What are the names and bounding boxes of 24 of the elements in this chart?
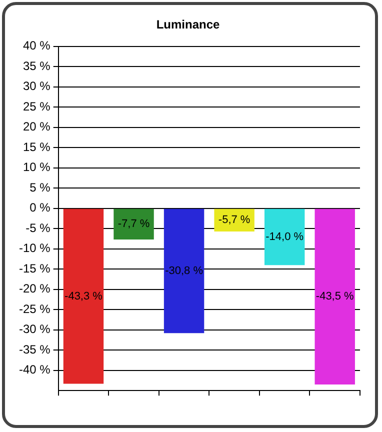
y-tick-label: 30 %: [22, 79, 51, 94]
y-tick-label: 0 %: [30, 200, 51, 215]
y-tick-label: -20 %: [18, 282, 51, 296]
y-tick-label: 20 %: [22, 120, 51, 134]
data-label: -5,7 %: [218, 214, 250, 226]
y-tick-label: -40 %: [18, 362, 51, 377]
data-label: -43,3 %: [64, 290, 103, 302]
data-label: -43,5 %: [316, 290, 354, 303]
data-label: -7,7 %: [118, 218, 150, 230]
y-tick-label: -30 %: [18, 322, 51, 336]
y-tick-label: -15 %: [18, 261, 51, 276]
y-tick-label: -35 %: [18, 342, 51, 356]
y-tick-label: 25 %: [22, 99, 51, 114]
data-label: -30,8 %: [165, 265, 204, 278]
chart-title: Luminance: [156, 18, 220, 32]
y-tick-label: 10 %: [22, 160, 51, 174]
y-tick-label: -25 %: [18, 302, 51, 316]
y-tick-label: -5 %: [26, 220, 51, 235]
data-label: -14,0 %: [266, 231, 304, 244]
y-tick-label: 40 %: [22, 38, 51, 53]
y-tick-label: 5 %: [30, 180, 51, 194]
y-tick-label: 15 %: [22, 140, 51, 154]
y-tick-label: 35 %: [22, 58, 51, 73]
y-tick-label: -10 %: [18, 241, 51, 256]
